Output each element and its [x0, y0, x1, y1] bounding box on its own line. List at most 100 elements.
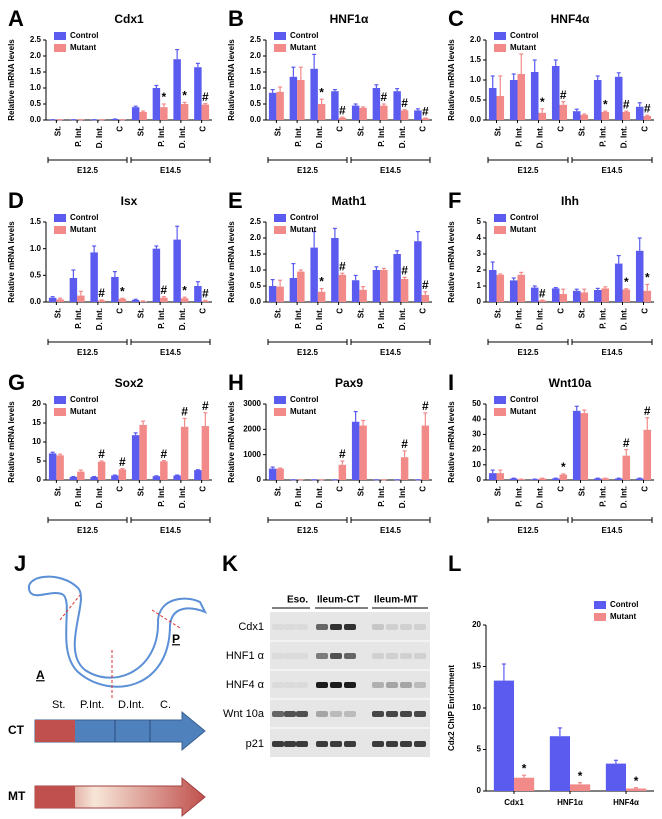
blot-image: [270, 612, 430, 759]
blot-band: [372, 682, 384, 688]
bar: [111, 276, 119, 302]
bar: [517, 274, 526, 302]
blot-band: [316, 741, 328, 747]
bar: [201, 300, 210, 302]
blot-band: [386, 624, 398, 630]
y-tick-label: 2.0: [250, 233, 262, 242]
x-tick-label: D. Int.: [536, 486, 545, 508]
bar: [139, 301, 147, 302]
legend-label: Mutant: [290, 225, 317, 234]
bar: [180, 426, 189, 480]
x-tick-label: P. Int.: [377, 308, 386, 329]
chart-title: Pax9: [335, 376, 363, 390]
legend-label: Control: [510, 213, 538, 222]
panel-letter: F: [448, 188, 461, 213]
bar: [593, 290, 602, 302]
significance-marker: #: [202, 399, 209, 413]
y-axis-label: Relative mRNA levels: [7, 221, 16, 303]
bar: [268, 468, 277, 480]
legend-label: Control: [510, 395, 538, 404]
legend-label: Control: [70, 213, 98, 222]
bar: [393, 254, 401, 302]
bar: [338, 274, 347, 302]
bar: [614, 76, 623, 120]
segment-label: St.: [52, 699, 65, 711]
x-tick-label: D. Int.: [398, 126, 407, 148]
bar: [173, 475, 181, 480]
bar: [605, 763, 626, 791]
blot-band: [344, 711, 356, 717]
significance-marker: *: [603, 97, 608, 111]
bar: [530, 287, 539, 302]
bar: [310, 247, 318, 302]
x-tick-label: D. Int.: [315, 486, 324, 508]
segment-label: C.: [160, 699, 171, 711]
y-tick-label: 1000: [243, 450, 261, 459]
x-tick-label: D. Int.: [95, 486, 104, 508]
y-tick-label: 0.0: [30, 297, 42, 306]
bar: [593, 478, 602, 480]
x-tick-label: St.: [273, 486, 282, 496]
blot-band: [414, 624, 426, 630]
bar: [160, 461, 168, 480]
bar: [400, 278, 409, 302]
blot-band: [372, 653, 384, 659]
group-label: E12.5: [518, 526, 539, 535]
bar: [194, 470, 202, 480]
blot-band: [296, 624, 308, 630]
y-tick-label: 15: [472, 662, 481, 671]
x-tick-label: C: [116, 126, 125, 132]
bar: [551, 66, 560, 120]
bar: [421, 118, 430, 120]
y-tick-label: 2000: [243, 424, 261, 433]
panel-letter: B: [228, 6, 244, 31]
y-tick-label: 0.0: [250, 115, 262, 124]
y-tick-label: 10: [472, 703, 481, 712]
bar: [317, 291, 326, 302]
legend-label: Mutant: [70, 407, 97, 416]
blot-band: [386, 682, 398, 688]
y-tick-label: 0.5: [250, 281, 262, 290]
significance-marker: *: [162, 90, 167, 104]
legend-label: Mutant: [70, 225, 97, 234]
bar: [393, 91, 401, 120]
blot-band: [272, 653, 284, 659]
legend-swatch: [274, 44, 286, 52]
legend-swatch: [54, 214, 66, 222]
bar: [380, 105, 388, 120]
y-tick-label: 50: [472, 399, 481, 408]
legend-swatch: [54, 32, 66, 40]
lane-label: Ileum-MT: [374, 595, 418, 606]
legend-label: Mutant: [510, 225, 537, 234]
lane-label: Eso.: [287, 595, 308, 606]
bar: [626, 788, 647, 791]
y-axis-label: Relative mRNA levels: [447, 401, 456, 483]
x-tick-label: St.: [136, 308, 145, 318]
bar: [580, 413, 589, 480]
y-tick-label: 1.0: [250, 83, 262, 92]
y-tick-label: 2.5: [250, 35, 262, 44]
x-tick-label: P. Int.: [294, 308, 303, 329]
bar: [351, 105, 360, 120]
blot-band: [400, 741, 412, 747]
bar: [622, 112, 631, 120]
group-label: E12.5: [77, 166, 98, 175]
y-tick-label: 2: [477, 265, 482, 274]
x-tick-label: St.: [578, 486, 587, 496]
group-label: E14.5: [380, 348, 401, 357]
y-tick-label: 2.5: [30, 35, 42, 44]
bar: [97, 461, 106, 480]
group-label: E12.5: [77, 348, 98, 357]
x-tick-label: P. Int.: [157, 126, 166, 147]
x-tick-label: St.: [53, 126, 62, 136]
chart-title: Cdx1: [114, 12, 144, 26]
legend-swatch: [274, 226, 286, 234]
blot-band: [296, 682, 308, 688]
blot-band: [372, 741, 384, 747]
bar: [289, 278, 298, 302]
blot-band: [272, 624, 284, 630]
group-label: E12.5: [518, 166, 539, 175]
bar: [276, 286, 284, 302]
bar: [414, 241, 422, 302]
